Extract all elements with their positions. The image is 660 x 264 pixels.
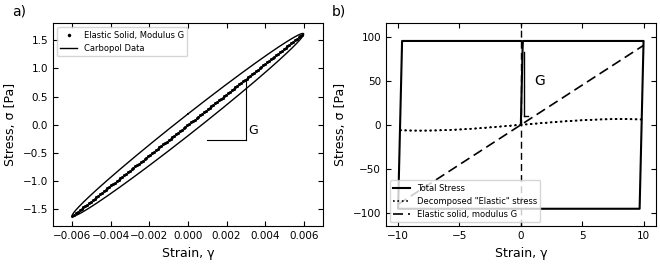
X-axis label: Strain, γ: Strain, γ bbox=[162, 247, 214, 260]
Legend: Elastic Solid, Modulus G, Carbopol Data: Elastic Solid, Modulus G, Carbopol Data bbox=[57, 27, 187, 56]
Text: a): a) bbox=[13, 4, 26, 18]
Text: b): b) bbox=[332, 4, 346, 18]
Text: G: G bbox=[535, 74, 545, 88]
Text: G: G bbox=[249, 124, 259, 137]
Y-axis label: Stress, σ [Pa]: Stress, σ [Pa] bbox=[334, 83, 347, 166]
Y-axis label: Stress, σ [Pa]: Stress, σ [Pa] bbox=[4, 83, 17, 166]
X-axis label: Strain, γ: Strain, γ bbox=[494, 247, 547, 260]
Legend: Total Stress, Decomposed "Elastic" stress, Elastic solid, modulus G: Total Stress, Decomposed "Elastic" stres… bbox=[390, 180, 541, 222]
